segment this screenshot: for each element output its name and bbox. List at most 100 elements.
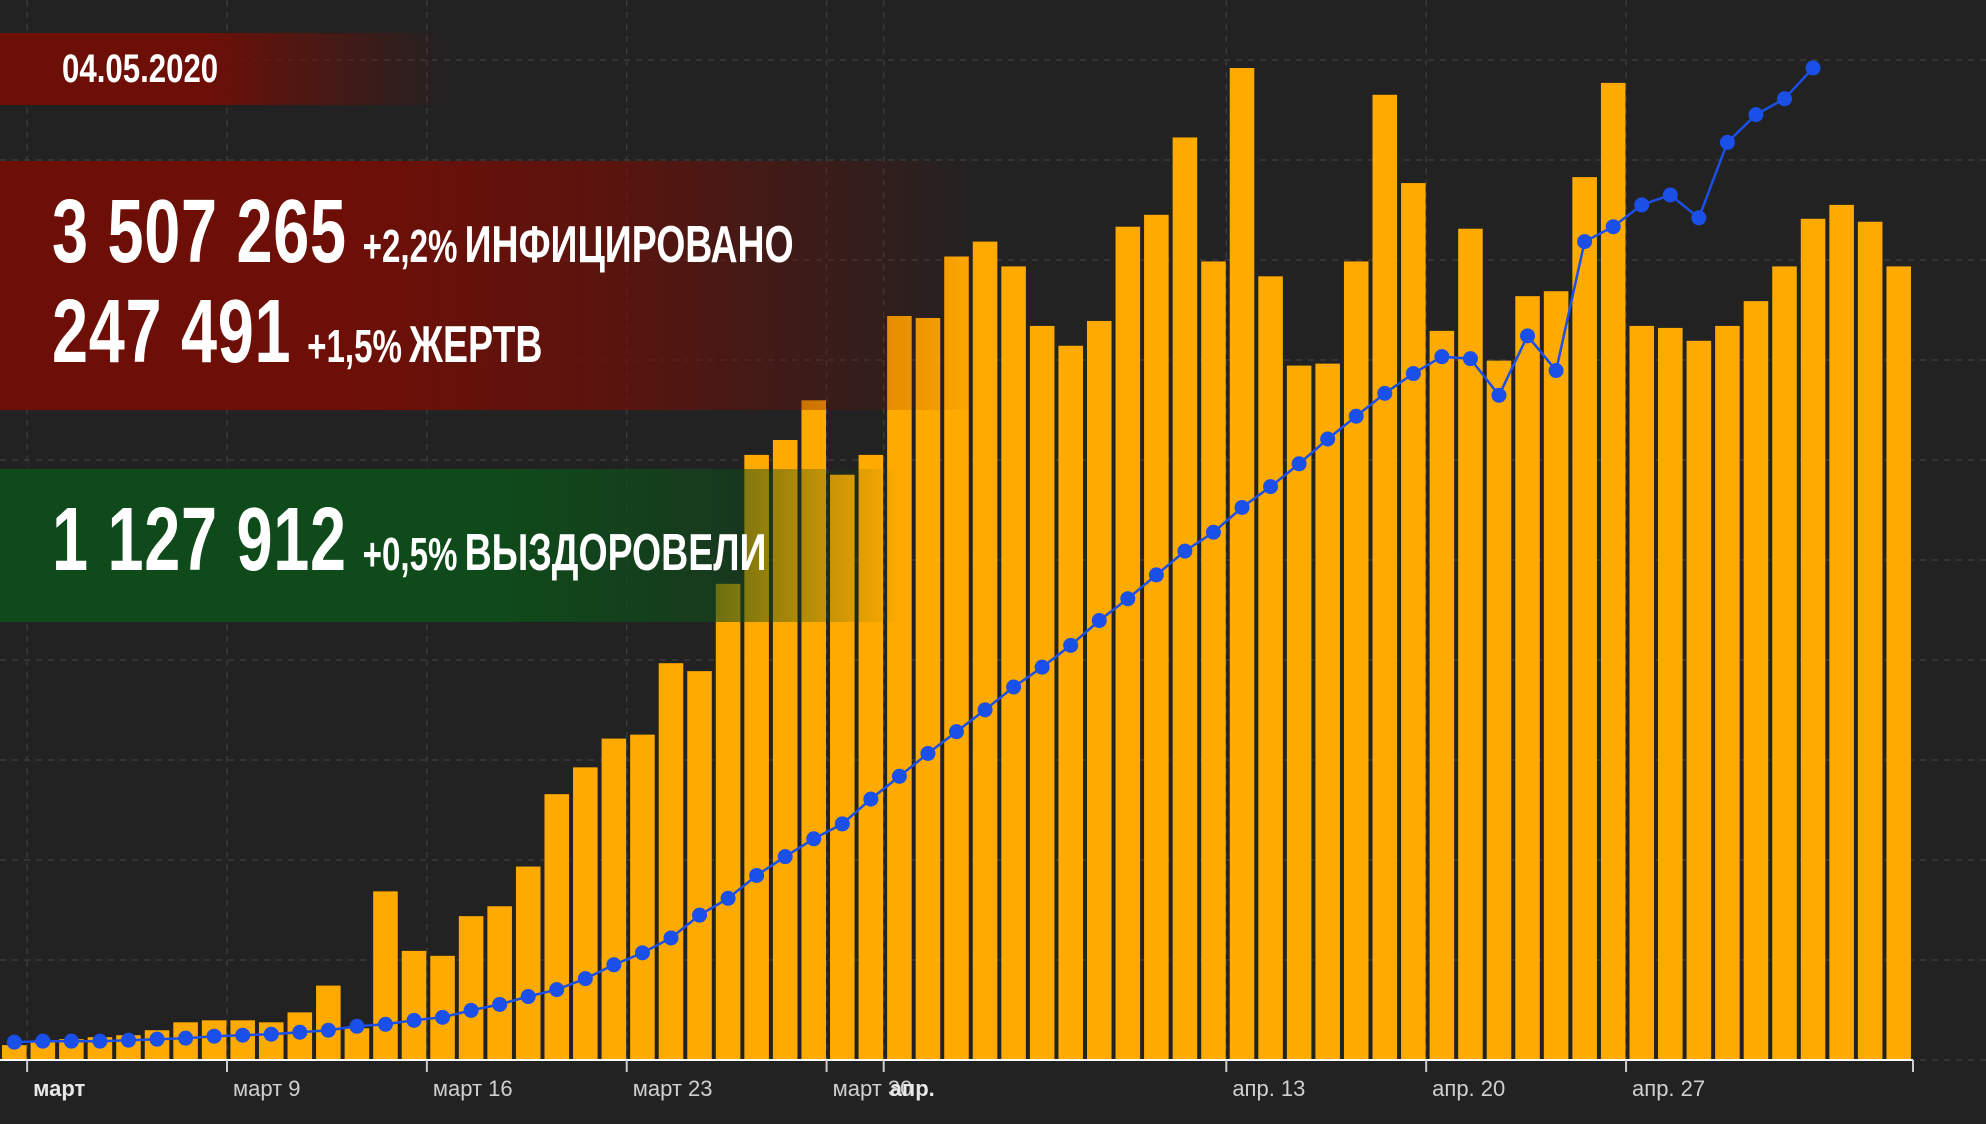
bar	[715, 583, 741, 1060]
bar	[1144, 214, 1169, 1061]
line-point	[891, 768, 907, 784]
bar	[373, 891, 398, 1060]
infected-delta: +2,2%	[362, 220, 458, 272]
bar	[487, 906, 512, 1060]
bar	[1429, 330, 1455, 1060]
line-point	[749, 867, 765, 883]
line-point	[1691, 210, 1707, 226]
line-point	[720, 890, 736, 906]
line-point	[1805, 60, 1821, 76]
bar	[1772, 266, 1797, 1060]
cumulative-line-path	[14, 67, 1815, 1044]
line-point	[206, 1028, 222, 1044]
line-point	[349, 1018, 365, 1034]
bar	[1800, 218, 1826, 1060]
line-point	[406, 1012, 422, 1028]
line-point	[806, 831, 822, 847]
line-point	[1405, 366, 1421, 382]
line-point	[178, 1030, 194, 1046]
line-point	[920, 745, 936, 761]
line-point	[1377, 385, 1393, 401]
bar	[1515, 296, 1540, 1060]
line-point	[1205, 524, 1221, 540]
line-point	[863, 791, 879, 807]
x-tick-label: март 16	[433, 1076, 513, 1101]
line-point	[1777, 91, 1793, 107]
bar	[1486, 360, 1512, 1060]
line-point	[1548, 363, 1564, 379]
bar	[1086, 320, 1112, 1061]
bar	[430, 955, 455, 1060]
recovered-panel: 1 127 912 +0,5% ВЫЗДОРОВЕЛИ	[0, 469, 900, 622]
bar	[573, 767, 598, 1060]
line-point	[1491, 387, 1507, 403]
bar	[1715, 325, 1740, 1060]
deaths-delta: +1,5%	[307, 320, 402, 372]
bar	[1286, 365, 1312, 1061]
line-point	[435, 1009, 451, 1025]
bar	[1629, 325, 1655, 1060]
bar	[915, 317, 941, 1060]
bar	[1686, 340, 1712, 1060]
line-point	[977, 702, 993, 718]
bar	[1372, 94, 1398, 1060]
line-point	[549, 982, 565, 998]
daily-bars	[1, 68, 1912, 1061]
line-point	[1291, 456, 1307, 472]
infected-label: ИНФИЦИРОВАНО	[464, 216, 794, 274]
bar	[1258, 276, 1283, 1060]
line-point	[777, 849, 793, 865]
line-point	[6, 1034, 22, 1050]
line-point	[63, 1033, 79, 1049]
bar	[1600, 82, 1626, 1060]
infected-row: 3 507 265 +2,2% ИНФИЦИРОВАНО	[52, 181, 794, 284]
recovered-count: 1 127 912	[52, 490, 347, 590]
bar	[658, 663, 684, 1060]
line-point	[463, 1002, 479, 1018]
bar	[1115, 226, 1141, 1061]
line-point	[1148, 567, 1164, 583]
recovered-row: 1 127 912 +0,5% ВЫЗДОРОВЕЛИ	[52, 489, 766, 592]
line-point	[1719, 134, 1735, 150]
x-tick-label: апр. 20	[1432, 1076, 1505, 1101]
bar	[1172, 137, 1198, 1060]
line-point	[1063, 637, 1079, 653]
x-tick-label: март 30	[833, 1076, 913, 1101]
bar	[401, 950, 427, 1060]
line-point	[577, 971, 593, 987]
bar	[1, 1045, 27, 1060]
bar	[544, 794, 570, 1060]
line-point	[235, 1027, 251, 1043]
deaths-count: 247 491	[52, 282, 292, 382]
line-point	[263, 1026, 279, 1042]
line-point	[1120, 591, 1136, 607]
line-point	[1434, 349, 1450, 365]
line-point	[1605, 219, 1621, 235]
x-tick-label: март 23	[633, 1076, 713, 1101]
cumulative-line	[6, 60, 1821, 1050]
line-point	[1091, 613, 1107, 629]
bar	[1001, 266, 1026, 1060]
x-tick-label: апр. 27	[1632, 1076, 1705, 1101]
bar	[1343, 261, 1369, 1060]
line-point	[663, 930, 679, 946]
bar	[515, 866, 541, 1060]
line-point	[377, 1016, 393, 1032]
line-point	[1177, 543, 1193, 559]
line-point	[1263, 479, 1279, 495]
bar	[630, 734, 655, 1060]
bar	[887, 316, 912, 1060]
bar	[1401, 183, 1426, 1060]
line-point	[1348, 408, 1364, 424]
infected-count: 3 507 265	[52, 182, 347, 282]
line-point	[520, 989, 536, 1005]
x-tick-label: апр.	[890, 1076, 935, 1101]
bar	[687, 671, 712, 1060]
line-point	[120, 1032, 136, 1048]
line-point	[292, 1024, 308, 1040]
line-point	[1320, 431, 1336, 447]
bar	[1543, 291, 1569, 1060]
bar	[1743, 301, 1769, 1060]
